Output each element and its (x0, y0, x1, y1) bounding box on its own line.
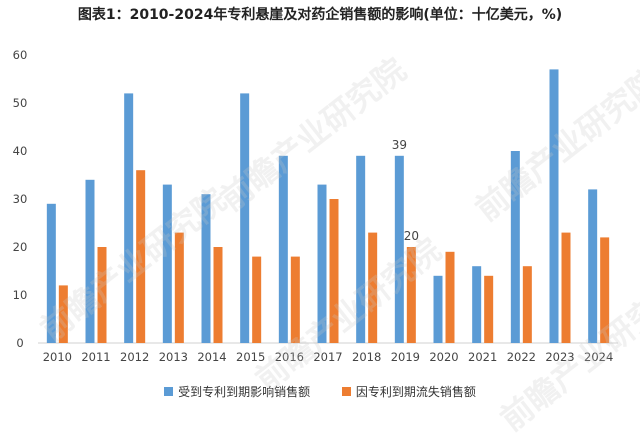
x-tick-label: 2021 (468, 350, 497, 364)
bar-lost (252, 256, 262, 343)
y-tick-label: 10 (13, 288, 28, 302)
bar-affected (85, 179, 95, 343)
y-tick-label: 0 (16, 336, 23, 350)
bar-chart: 0 10 20 30 40 50 60 2010 2011 2012 2013 2014 2015 201… (13, 48, 618, 364)
bar-lost (445, 251, 455, 343)
legend: 受到专利到期影响销售额 因专利到期流失销售额 (0, 383, 640, 400)
y-tick-label: 60 (13, 48, 28, 62)
bar-lost (368, 232, 378, 343)
bar-affected (162, 184, 172, 343)
data-label: 39 (392, 138, 407, 152)
x-tick-label: 2020 (429, 350, 458, 364)
legend-label-affected: 受到专利到期影响销售额 (178, 385, 311, 399)
x-tick-label: 2015 (236, 350, 265, 364)
bar-affected (588, 189, 598, 343)
bar-affected (433, 275, 443, 343)
data-label: 20 (404, 229, 419, 243)
legend-swatch-lost (341, 387, 351, 396)
x-tick-label: 2018 (352, 350, 381, 364)
legend-label-lost: 因专利到期流失销售额 (355, 385, 476, 399)
legend-item-lost: 因专利到期流失销售额 (341, 383, 476, 400)
bar-lost (484, 275, 494, 343)
bar-affected (240, 93, 250, 344)
bar-lost (290, 256, 300, 343)
bar-affected (317, 184, 327, 343)
x-tick-label: 2014 (197, 350, 226, 364)
bar-affected (278, 155, 288, 343)
x-tick-label: 2019 (391, 350, 420, 364)
x-tick-label: 2023 (545, 350, 574, 364)
x-tick-label: 2017 (313, 350, 342, 364)
chart-title: 图表1：2010-2024年专利悬崖及对药企销售额的影响(单位：十亿美元，%) (77, 7, 563, 23)
y-tick-label: 20 (13, 240, 28, 254)
chart-area: 0 10 20 30 40 50 60 2010 2011 2012 2013 2014 2015 201… (13, 48, 618, 364)
bar-affected (46, 203, 56, 343)
y-tick-label: 30 (13, 192, 28, 206)
x-tick-label: 2022 (507, 350, 536, 364)
bar-affected (356, 155, 366, 343)
bar-affected (549, 69, 559, 344)
y-tick-label: 40 (13, 144, 28, 158)
bar-lost (329, 199, 339, 343)
bar-affected (394, 155, 404, 343)
bar-lost (58, 285, 68, 343)
bar-lost (97, 247, 107, 343)
bar-affected (510, 151, 520, 343)
bar-affected (201, 194, 211, 343)
x-tick-label: 2011 (81, 350, 110, 364)
bar-lost (522, 266, 532, 343)
legend-item-affected: 受到专利到期影响销售额 (164, 383, 310, 400)
bar-lost (213, 247, 223, 343)
bar-lost (406, 247, 416, 343)
x-tick-label: 2012 (120, 350, 149, 364)
bar-lost (600, 237, 610, 343)
x-tick-label: 2010 (43, 350, 72, 364)
bar-lost (136, 170, 146, 343)
bar-lost (174, 232, 184, 343)
legend-swatch-affected (164, 387, 174, 396)
x-tick-label: 2024 (584, 350, 613, 364)
y-tick-label: 50 (13, 96, 28, 110)
x-tick-label: 2013 (159, 350, 188, 364)
bar-affected (472, 266, 482, 343)
x-tick-label: 2016 (275, 350, 304, 364)
bar-lost (561, 232, 571, 343)
bar-affected (124, 93, 134, 344)
